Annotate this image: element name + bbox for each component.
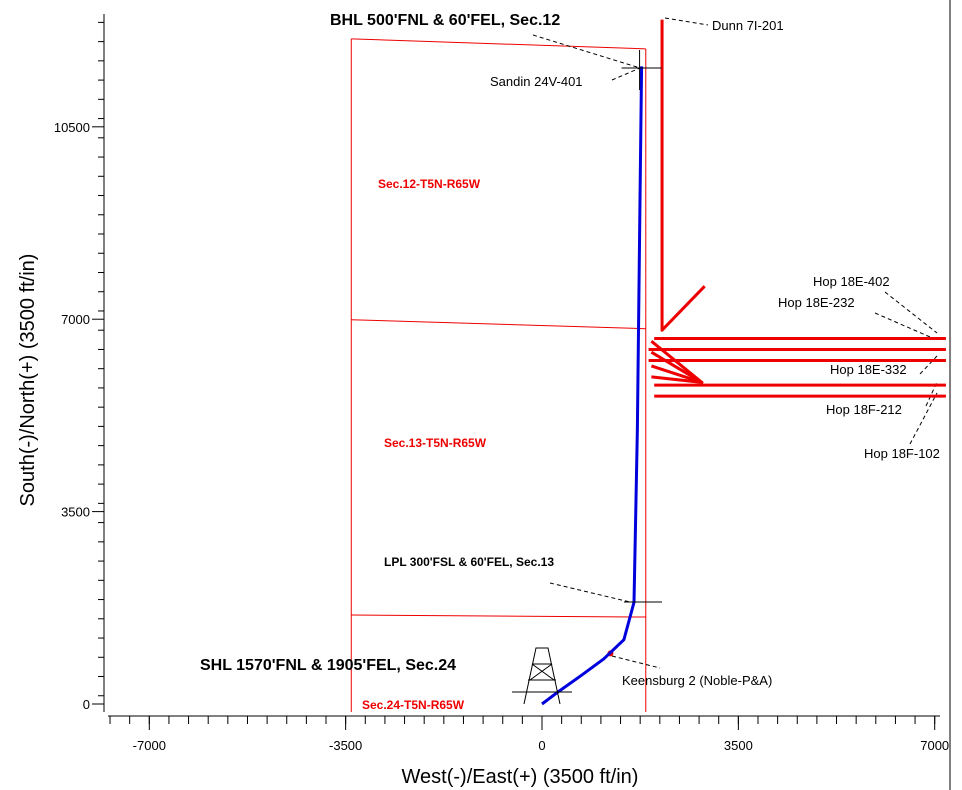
plan-well-path <box>541 66 644 706</box>
hop-18f-212-label: Hop 18F-212 <box>826 402 902 417</box>
drilling-rig-icon <box>512 647 572 705</box>
y-axis-title: South(-)/North(+) (3500 ft/in) <box>17 254 39 507</box>
offset-well-7 <box>650 350 704 384</box>
sandin-label: Sandin 24V-401 <box>490 74 583 89</box>
keensburg-label: Keensburg 2 (Noble-P&A) <box>622 673 772 688</box>
leader-sandin <box>611 67 641 81</box>
hop-18e-402-label: Hop 18E-402 <box>813 274 890 289</box>
shl-annotation: SHL 1570'FNL & 1905'FEL, Sec.24 <box>200 657 456 674</box>
y-tick-label: 3500 <box>61 505 90 520</box>
section-line-sec12-sec13 <box>351 319 646 330</box>
bhl-annotation: BHL 500'FNL & 60'FEL, Sec.12 <box>330 12 560 29</box>
rig-derrick <box>523 647 561 705</box>
rig-cross-2 <box>531 663 555 681</box>
leader-bhl <box>532 34 641 69</box>
x-tick-label: 7000 <box>920 738 949 753</box>
dunn-label: Dunn 7I-201 <box>712 18 784 33</box>
leader-keensburg <box>611 655 661 669</box>
section-line-north-sec12 <box>351 38 646 50</box>
x-tick-label: 0 <box>538 738 545 753</box>
offset-well-0 <box>660 19 706 332</box>
plan-well <box>541 50 662 706</box>
lpl-annotation: LPL 300'FSL & 60'FEL, Sec.13 <box>384 555 554 569</box>
x-tick-label: -7000 <box>133 738 166 753</box>
y-tick-label: 7000 <box>61 312 90 327</box>
axes: 0 3500 7000 10500 -7000 -3500 0 3500 7000 <box>54 14 949 753</box>
section-line-sec13-sec24 <box>351 614 646 618</box>
hop-18e-232-label: Hop 18E-232 <box>778 295 855 310</box>
x-tick-label: -3500 <box>329 738 362 753</box>
y-tick-label: 0 <box>83 697 90 712</box>
section-label-24: Sec.24-T5N-R65W <box>362 698 465 712</box>
section-label-12: Sec.12-T5N-R65W <box>378 177 481 191</box>
x-axis-title: West(-)/East(+) (3500 ft/in) <box>402 766 639 788</box>
leader-hop-102 <box>909 392 938 445</box>
hop-18e-332-label: Hop 18E-332 <box>830 362 907 377</box>
offset-wells <box>607 19 946 657</box>
hop-18f-102-label: Hop 18F-102 <box>864 446 940 461</box>
leader-hop-232 <box>874 312 938 341</box>
section-label-13: Sec.13-T5N-R65W <box>384 436 487 450</box>
leader-dunn <box>664 17 709 26</box>
y-tick-label: 10500 <box>54 120 90 135</box>
section-lines <box>350 38 647 712</box>
rig-cross-1 <box>529 663 553 681</box>
x-tick-label: 3500 <box>724 738 753 753</box>
